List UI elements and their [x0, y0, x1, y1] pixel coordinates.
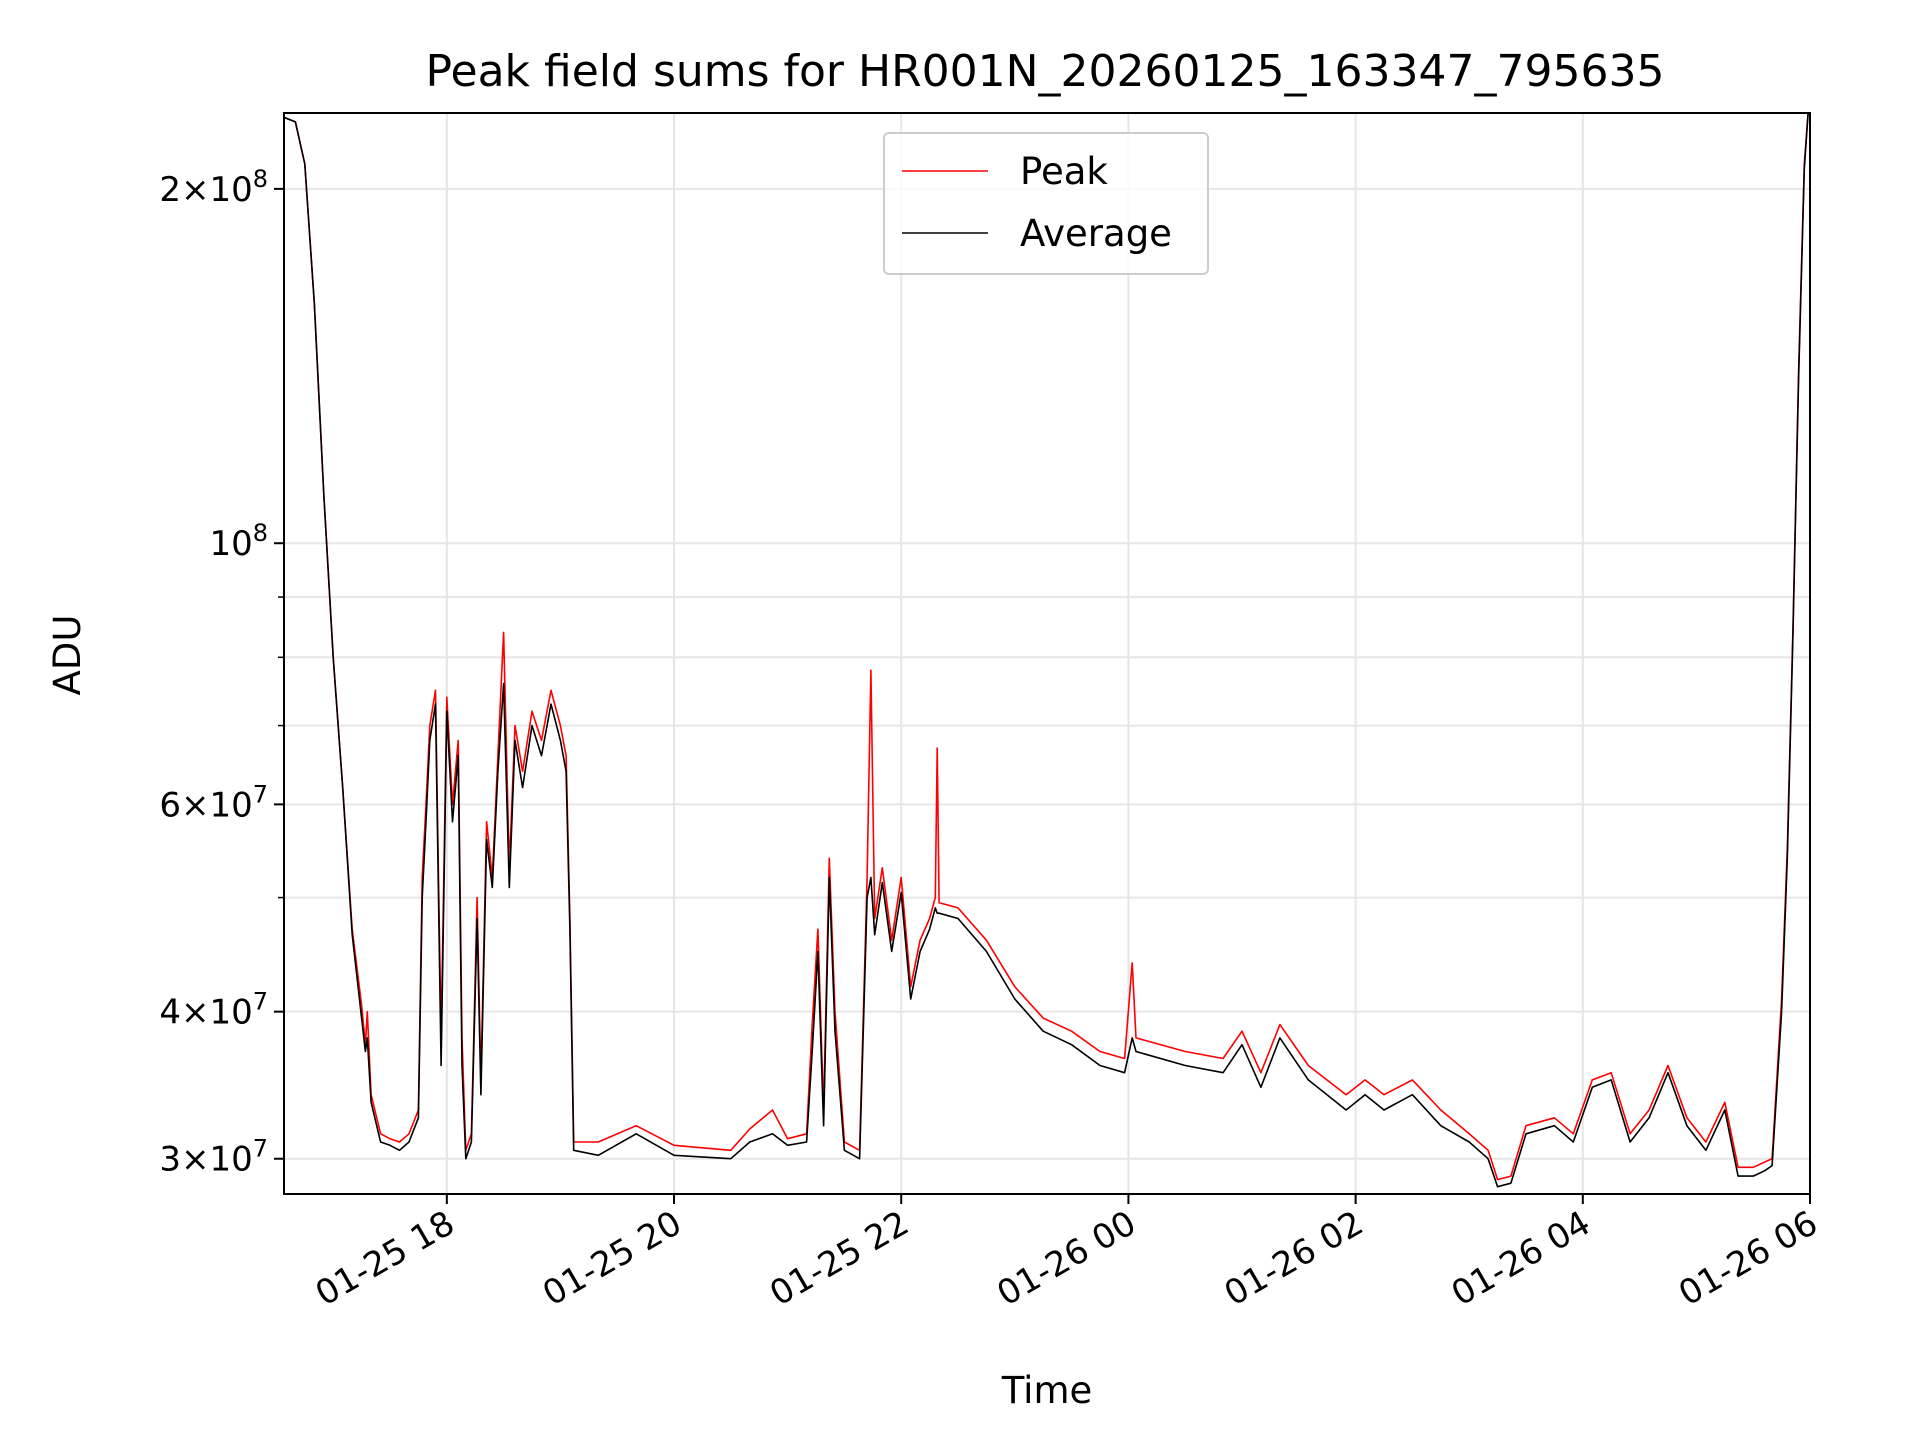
y-axis-label: ADU	[46, 615, 89, 696]
series-line-peak	[283, 112, 1809, 1181]
legend-label-peak: Peak	[1020, 150, 1108, 193]
plot-frame	[283, 112, 1811, 1195]
legend-label-average: Average	[1020, 212, 1172, 255]
y-tick-label: 108	[209, 519, 268, 564]
plot-lines	[283, 112, 1809, 1188]
y-tick-label: 4×107	[159, 988, 268, 1033]
y-tick-label: 3×107	[159, 1135, 268, 1180]
legend: Peak Average	[883, 132, 1209, 275]
x-axis-label: Time	[1001, 1369, 1093, 1412]
series-line-average	[283, 112, 1809, 1188]
legend-box	[883, 132, 1209, 275]
y-tick-label: 2×108	[159, 165, 268, 210]
y-tick-label: 6×107	[159, 780, 268, 825]
chart-title: Peak field sums for HR001N_20260125_1633…	[426, 46, 1665, 97]
